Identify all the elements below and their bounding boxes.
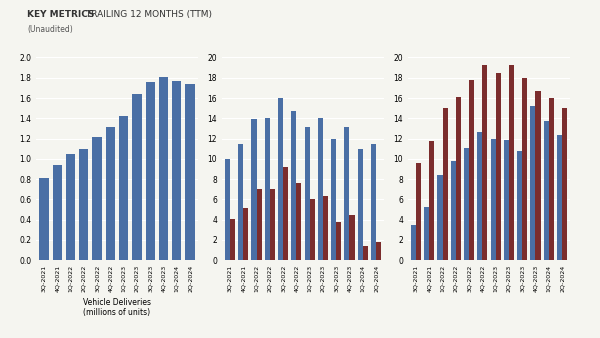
Bar [424, 207, 429, 260]
Bar [482, 65, 487, 260]
Bar [292, 111, 296, 260]
Bar [411, 225, 416, 260]
Bar [358, 149, 363, 260]
Bar [416, 163, 421, 260]
Bar [296, 183, 301, 260]
Bar [243, 208, 248, 260]
Bar [305, 127, 310, 260]
Bar [464, 148, 469, 260]
Bar [437, 175, 443, 260]
Bar [509, 65, 514, 260]
Bar [478, 132, 482, 260]
Bar [251, 119, 257, 260]
Bar [562, 108, 567, 260]
Bar [225, 159, 230, 260]
Bar [172, 81, 181, 260]
Text: KEY METRICS: KEY METRICS [27, 10, 95, 19]
Bar [530, 106, 535, 260]
Bar [66, 154, 75, 260]
Bar [429, 141, 434, 260]
Bar [159, 77, 168, 260]
Text: TRAILING 12 MONTHS (TTM): TRAILING 12 MONTHS (TTM) [83, 10, 212, 19]
Bar [491, 139, 496, 260]
Bar [331, 139, 336, 260]
Bar [376, 242, 381, 260]
Bar [557, 135, 562, 260]
Bar [323, 196, 328, 260]
Bar [549, 98, 554, 260]
Bar [230, 219, 235, 260]
Bar [106, 127, 115, 260]
Bar [92, 137, 102, 260]
Bar [270, 189, 275, 260]
Bar [469, 80, 474, 260]
Bar [496, 73, 500, 260]
Bar [185, 84, 194, 260]
Bar [132, 94, 142, 260]
Bar [336, 222, 341, 260]
Bar [257, 189, 262, 260]
Bar [265, 118, 270, 260]
Text: (Unaudited): (Unaudited) [27, 25, 73, 34]
X-axis label: Vehicle Deliveries
(millions of units): Vehicle Deliveries (millions of units) [83, 298, 151, 317]
Bar [283, 167, 288, 260]
Bar [53, 165, 62, 260]
Bar [456, 97, 461, 260]
Bar [522, 78, 527, 260]
Bar [517, 151, 522, 260]
Bar [363, 246, 368, 260]
Bar [310, 199, 314, 260]
Bar [146, 82, 155, 260]
Bar [278, 98, 283, 260]
Bar [40, 178, 49, 260]
Bar [119, 116, 128, 260]
Bar [349, 215, 355, 260]
Bar [535, 91, 541, 260]
Bar [371, 144, 376, 260]
Bar [443, 108, 448, 260]
Bar [544, 121, 549, 260]
Bar [238, 144, 243, 260]
Bar [79, 149, 88, 260]
Bar [344, 127, 349, 260]
Bar [504, 140, 509, 260]
Bar [318, 118, 323, 260]
Bar [451, 161, 456, 260]
